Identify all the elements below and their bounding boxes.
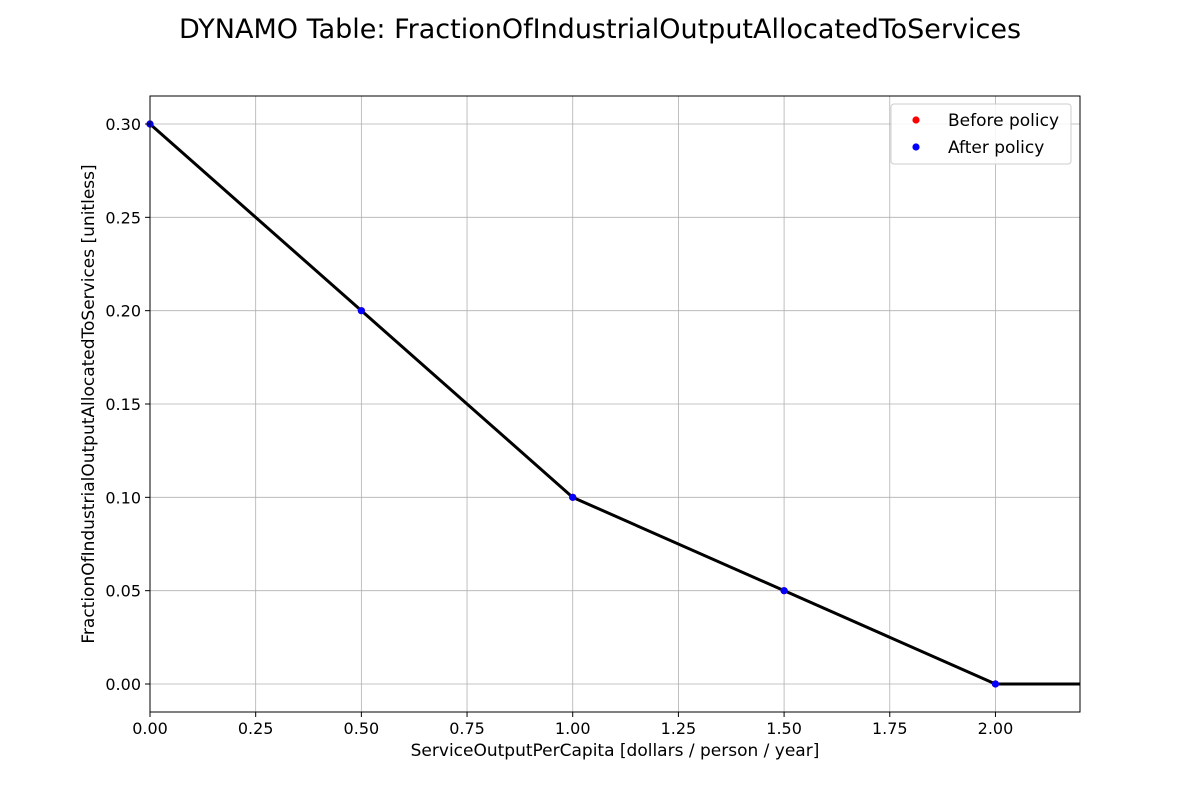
legend-marker xyxy=(912,116,920,124)
legend: Before policy After policy xyxy=(890,103,1072,165)
x-tick-label: 1.75 xyxy=(872,719,908,738)
x-tick-label: 2.00 xyxy=(978,719,1014,738)
table-line xyxy=(149,122,1080,686)
y-tick-label: 0.00 xyxy=(105,675,141,694)
legend-marker xyxy=(912,143,920,151)
grid xyxy=(149,96,1080,712)
x-tick-label: 1.25 xyxy=(661,719,697,738)
x-tick-label: 0.25 xyxy=(238,719,274,738)
series-after-policy xyxy=(146,120,1000,688)
data-point xyxy=(357,307,365,315)
data-point xyxy=(569,493,577,501)
legend-box xyxy=(890,103,1072,165)
x-tick-label: 0.75 xyxy=(449,719,485,738)
x-tick-label: 1.00 xyxy=(555,719,591,738)
y-tick-label: 0.05 xyxy=(105,582,141,601)
y-tick-label: 0.20 xyxy=(105,302,141,321)
y-tick-label: 0.15 xyxy=(105,395,141,414)
data-point xyxy=(780,587,788,595)
data-point xyxy=(991,680,1000,688)
chart-title: DYNAMO Table: FractionOfIndustrialOutput… xyxy=(179,14,1021,45)
legend-label: After policy xyxy=(948,138,1044,158)
x-axis: 0.00 0.25 0.50 0.75 1.00 1.25 1.50 1.75 2.00 xyxy=(132,712,1013,738)
y-tick-label: 0.10 xyxy=(105,488,141,507)
x-tick-label: 0.00 xyxy=(132,719,168,738)
legend-label: Before policy xyxy=(948,111,1059,131)
x-tick-label: 1.50 xyxy=(766,719,802,738)
y-axis: 0.00 0.05 0.10 0.15 0.20 0.25 0.30 xyxy=(105,115,150,694)
line-layer xyxy=(149,122,1080,686)
x-axis-label: ServiceOutputPerCapita [dollars / person… xyxy=(411,741,820,761)
y-axis-label: FractionOfIndustrialOutputAllocatedToSer… xyxy=(79,164,99,643)
y-tick-label: 0.25 xyxy=(105,208,141,227)
x-tick-label: 0.50 xyxy=(344,719,380,738)
points-layer xyxy=(146,120,1000,688)
y-tick-label: 0.30 xyxy=(105,115,141,134)
